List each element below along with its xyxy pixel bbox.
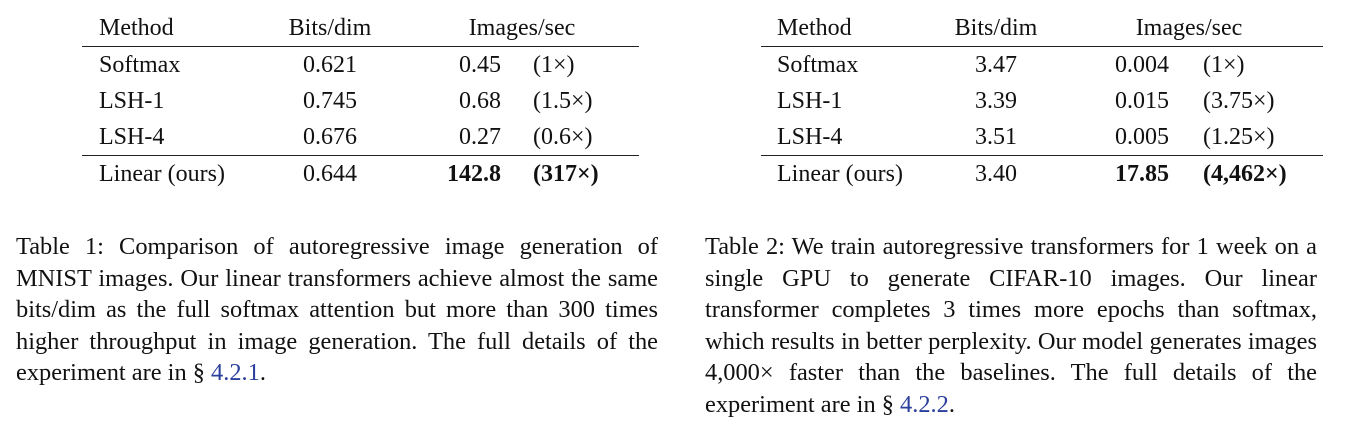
cell-bits-dim: 0.621 bbox=[303, 52, 357, 78]
cell-bits-dim: 0.644 bbox=[303, 161, 357, 187]
table-row: Linear (ours) 0.644 142.8 (317×) bbox=[82, 156, 639, 193]
caption-end: . bbox=[259, 359, 266, 386]
cell-bits-dim: 3.39 bbox=[975, 88, 1017, 114]
cell-method: Softmax bbox=[777, 52, 859, 78]
header-images-sec: Images/sec bbox=[1135, 15, 1243, 41]
cell-bits-dim: 3.51 bbox=[975, 124, 1017, 150]
cell-images-sec: 0.005 bbox=[1115, 124, 1169, 150]
table-row: Linear (ours) 3.40 17.85 (4,462×) bbox=[761, 156, 1323, 193]
cell-speedup: (4,462×) bbox=[1203, 161, 1287, 187]
cell-images-sec: 0.004 bbox=[1115, 52, 1169, 78]
table-row: Softmax 0.621 0.45 (1×) bbox=[82, 47, 639, 84]
cell-bits-dim: 0.676 bbox=[303, 124, 357, 150]
cell-images-sec: 0.68 bbox=[459, 88, 501, 114]
cell-method: LSH-4 bbox=[777, 124, 843, 150]
cell-speedup: (1.5×) bbox=[533, 88, 593, 114]
cell-bits-dim: 3.40 bbox=[975, 161, 1017, 187]
cell-speedup: (3.75×) bbox=[1203, 88, 1275, 114]
section-ref-link[interactable]: 4.2.1 bbox=[211, 359, 260, 386]
cell-speedup: (317×) bbox=[533, 161, 599, 187]
header-bits-dim: Bits/dim bbox=[288, 15, 372, 41]
cell-images-sec: 17.85 bbox=[1115, 161, 1169, 187]
table-row: LSH-1 3.39 0.015 (3.75×) bbox=[761, 83, 1323, 119]
table-header-row: Method Bits/dim Images/sec bbox=[82, 10, 639, 47]
header-method: Method bbox=[777, 15, 852, 41]
table-header-row: Method Bits/dim Images/sec bbox=[761, 10, 1323, 47]
caption-text: Table 2: We train autoregressive transfo… bbox=[705, 233, 1317, 418]
caption-text: Table 1: Comparison of autoregressive im… bbox=[16, 233, 658, 386]
table-2: Method Bits/dim Images/sec Softmax 3.47 … bbox=[761, 10, 1323, 192]
cell-method: LSH-1 bbox=[99, 88, 165, 114]
cell-method: Linear (ours) bbox=[777, 161, 903, 187]
cell-method: Linear (ours) bbox=[99, 161, 225, 187]
cell-speedup: (1.25×) bbox=[1203, 124, 1275, 150]
table-row: Softmax 3.47 0.004 (1×) bbox=[761, 47, 1323, 84]
cell-method: LSH-4 bbox=[99, 124, 165, 150]
cell-images-sec: 0.015 bbox=[1115, 88, 1169, 114]
cell-method: LSH-1 bbox=[777, 88, 843, 114]
table-1-caption: Table 1: Comparison of autoregressive im… bbox=[16, 231, 658, 389]
cell-images-sec: 0.27 bbox=[459, 124, 501, 150]
table-row: LSH-4 0.676 0.27 (0.6×) bbox=[82, 119, 639, 156]
cell-images-sec: 0.45 bbox=[459, 52, 501, 78]
table-2-caption: Table 2: We train autoregressive transfo… bbox=[705, 231, 1317, 420]
cell-images-sec: 142.8 bbox=[447, 161, 501, 187]
cell-speedup: (1×) bbox=[1203, 52, 1245, 78]
cell-speedup: (1×) bbox=[533, 52, 575, 78]
table-row: LSH-1 0.745 0.68 (1.5×) bbox=[82, 83, 639, 119]
table-1: Method Bits/dim Images/sec Softmax 0.621… bbox=[82, 10, 639, 192]
header-images-sec: Images/sec bbox=[468, 15, 576, 41]
header-method: Method bbox=[99, 15, 174, 41]
cell-speedup: (0.6×) bbox=[533, 124, 593, 150]
section-ref-link[interactable]: 4.2.2 bbox=[900, 390, 949, 418]
cell-method: Softmax bbox=[99, 52, 181, 78]
cell-bits-dim: 3.47 bbox=[975, 52, 1017, 78]
table-row: LSH-4 3.51 0.005 (1.25×) bbox=[761, 119, 1323, 156]
cell-bits-dim: 0.745 bbox=[303, 88, 357, 114]
header-bits-dim: Bits/dim bbox=[954, 15, 1038, 41]
caption-end: . bbox=[948, 390, 955, 418]
